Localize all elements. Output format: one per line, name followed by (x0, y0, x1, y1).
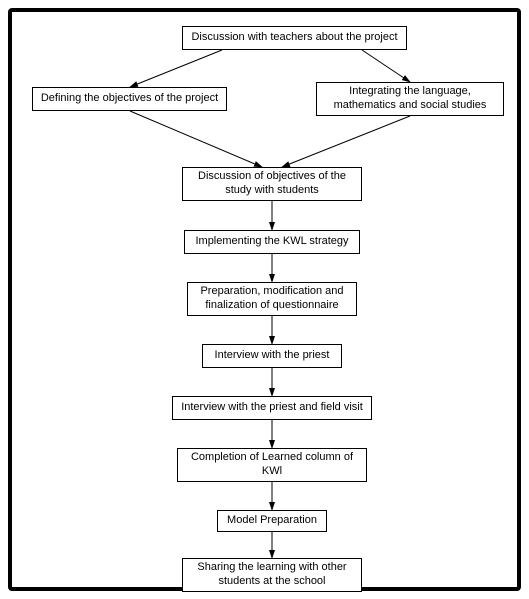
flow-node-label: Sharing the learning with other students… (187, 561, 357, 589)
flow-node-n1: Discussion with teachers about the proje… (182, 26, 407, 50)
flow-edge-1 (362, 50, 410, 82)
flow-node-n10: Model Preparation (217, 510, 327, 532)
flow-node-label: Interview with the priest (215, 349, 330, 363)
flow-node-n8: Interview with the priest and field visi… (172, 396, 372, 420)
flow-edge-3 (282, 116, 410, 167)
flow-node-n7: Interview with the priest (202, 344, 342, 368)
flow-node-n3: Integrating the language, mathematics an… (316, 82, 504, 116)
flow-node-n2: Defining the objectives of the project (32, 87, 227, 111)
flow-node-n6: Preparation, modification and finalizati… (187, 282, 357, 316)
flow-node-n5: Implementing the KWL strategy (184, 230, 360, 254)
flow-node-label: Interview with the priest and field visi… (181, 401, 363, 415)
flow-node-n4: Discussion of objectives of the study wi… (182, 167, 362, 201)
flow-edge-2 (130, 111, 262, 167)
flow-node-label: Discussion of objectives of the study wi… (187, 170, 357, 198)
flow-node-label: Integrating the language, mathematics an… (321, 85, 499, 113)
flow-node-label: Defining the objectives of the project (41, 92, 218, 106)
flow-node-label: Completion of Learned column of KWl (182, 451, 362, 479)
flow-node-label: Discussion with teachers about the proje… (191, 31, 397, 45)
flow-node-label: Preparation, modification and finalizati… (192, 285, 352, 313)
flow-node-label: Model Preparation (227, 514, 317, 528)
flow-edge-0 (130, 50, 222, 87)
flow-node-n9: Completion of Learned column of KWl (177, 448, 367, 482)
diagram-frame: Discussion with teachers about the proje… (8, 8, 521, 591)
flow-node-n11: Sharing the learning with other students… (182, 558, 362, 592)
flow-node-label: Implementing the KWL strategy (195, 235, 348, 249)
diagram-container: Discussion with teachers about the proje… (0, 0, 529, 599)
